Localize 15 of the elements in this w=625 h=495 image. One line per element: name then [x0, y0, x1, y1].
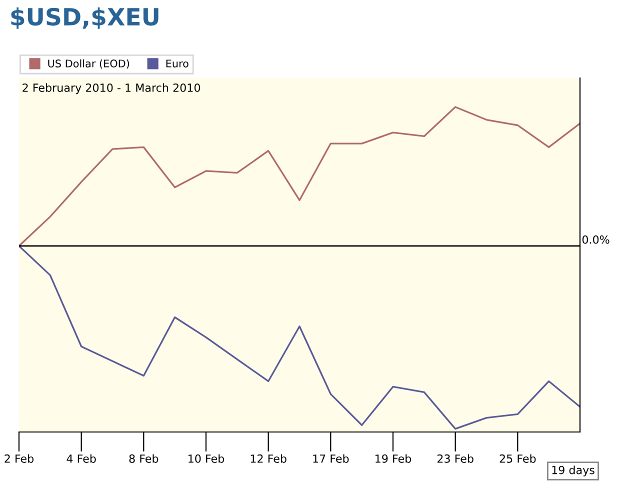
x-tick-label: 4 Feb [66, 454, 96, 463]
legend-label: Euro [166, 60, 188, 68]
x-tick-label: 12 Feb [250, 454, 286, 463]
text: 0.0% [582, 235, 610, 244]
chart-title: $USD,$XEU [11, 7, 158, 29]
x-tick-label: 25 Feb [500, 454, 536, 463]
x-tick-label: 2 Feb [4, 454, 34, 463]
x-tick-label: 23 Feb [437, 454, 474, 463]
x-tick-label: 19 Feb [376, 454, 412, 463]
x-tick-label: 17 Feb [313, 454, 349, 463]
chart-subtitle: 2 February 2010 - 1 March 2010 [22, 83, 200, 94]
x-tick-label: 10 Feb [188, 454, 224, 463]
x-tick-label: 8 Feb [129, 454, 158, 463]
text: 19 days [552, 466, 594, 476]
legend-label: US Dollar (EOD) [48, 59, 130, 69]
